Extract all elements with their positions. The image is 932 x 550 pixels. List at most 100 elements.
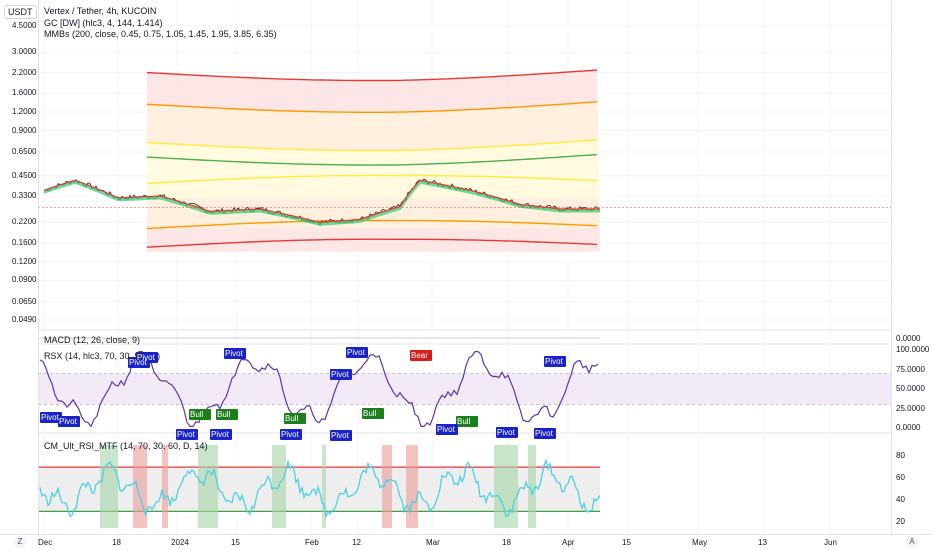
price-tick-label: 1.6000: [12, 88, 37, 98]
cm-highlight-zone: [100, 445, 118, 528]
cm-tick-label: 60: [896, 473, 905, 483]
time-tick-label: Mar: [426, 538, 440, 547]
time-tick-label: 18: [502, 538, 511, 547]
cm-tick-label: 40: [896, 495, 905, 505]
cm-highlight-zone: [528, 445, 536, 528]
rsx-signal-tag: [534, 428, 556, 439]
cm-highlight-zone: [406, 445, 418, 528]
chart-title: Vertex / Tether, 4h, KUCOIN: [44, 6, 157, 16]
price-tick-label: 0.9000: [12, 125, 37, 135]
price-tick-label: 0.0650: [12, 296, 37, 306]
rsx-signal-text: Pivot: [535, 429, 553, 438]
mmbs-indicator-label[interactable]: MMBs (200, close, 0.45, 0.75, 1.05, 1.45…: [44, 29, 277, 39]
macd-tick: 0.0000: [896, 334, 921, 343]
rsx-signal-tag: [280, 429, 302, 440]
cm-highlight-zone: [382, 445, 392, 528]
price-tick-label: 0.4500: [12, 170, 37, 180]
price-tick-label: 4.5000: [12, 21, 37, 30]
gc-ribbon-red: [43, 179, 600, 223]
rsx-tick-label: 50.0000: [896, 384, 925, 393]
rsx-signal-text: Pivot: [225, 349, 243, 358]
mmb-band-line: [146, 101, 598, 113]
price-tick-label: 3.0000: [12, 47, 37, 57]
symbol-badge[interactable]: USDT: [4, 5, 37, 19]
rsx-signal-tag: [210, 429, 232, 440]
rsx-signal-text: Pivot: [59, 417, 77, 426]
price-tick-label: 0.1600: [12, 238, 37, 248]
rsx-signal-text: Pivot: [331, 370, 349, 379]
time-tick-label: Jun: [824, 538, 837, 547]
rsx-signal-text: Pivot: [177, 430, 195, 439]
time-tick-label: May: [692, 538, 708, 547]
rsx-zone-fill: [38, 373, 892, 405]
rsx-signal-text: Pivot: [129, 358, 147, 367]
rsx-signal-tag: [456, 416, 478, 427]
time-tick-label: 12: [352, 538, 361, 547]
rsx-signal-tag: [496, 427, 518, 438]
mmb-band-line: [146, 139, 598, 152]
corner-left[interactable]: Z: [14, 536, 26, 548]
cm-tick-label: 80: [896, 451, 905, 461]
time-tick-label: 18: [112, 538, 121, 547]
price-tick-label: 0.6500: [12, 146, 37, 156]
time-tick-label: 15: [231, 538, 240, 547]
cm-highlight-zone: [198, 445, 218, 528]
cm-rsi-label[interactable]: CM_Ult_RSI_MTF (14, 70, 30, 60, D, 14): [44, 441, 208, 451]
rsx-tick-label: 0.0000: [896, 423, 921, 432]
price-tick-label: 0.0490: [12, 315, 37, 324]
macd-label[interactable]: MACD (12, 26, close, 9): [44, 335, 141, 345]
rsx-signal-text: Pivot: [347, 348, 365, 357]
time-tick-label: 13: [758, 538, 767, 547]
rsx-signal-tag: [544, 356, 566, 367]
cm-highlight-zone: [133, 445, 147, 528]
gc-indicator-label[interactable]: GC [DW] (hlc3, 4, 144, 1.414): [44, 18, 163, 28]
rsx-signal-text: Bull: [457, 417, 471, 426]
cm-tick-label: 20: [896, 517, 905, 527]
rsx-signal-text: Pivot: [437, 425, 455, 434]
time-tick-label: Apr: [562, 538, 575, 547]
cm-rsi-line: [39, 458, 601, 519]
rsx-signal-tag: [189, 409, 211, 420]
price-tick-label: 2.2000: [12, 67, 37, 77]
price-axis[interactable]: [891, 0, 932, 535]
rsx-signal-tag: [362, 408, 384, 419]
rsx-signal-text: Pivot: [497, 428, 515, 437]
rsx-tick-label: 100.0000: [896, 345, 930, 354]
rsx-tick-label: 75.0000: [896, 364, 925, 374]
rsx-signal-tag: [216, 409, 238, 420]
price-tick-label: 0.1200: [12, 256, 37, 266]
rsx-signal-text: Pivot: [281, 430, 299, 439]
rsx-signal-tag: [224, 348, 246, 359]
time-axis[interactable]: [0, 534, 932, 550]
band-fill-inner: [147, 140, 600, 198]
mmb-band-line: [146, 69, 598, 82]
rsx-signal-tag: [58, 416, 80, 427]
rsx-signal-text: Bull: [285, 414, 299, 423]
rsx-signal-text: Pivot: [545, 357, 563, 366]
current-price-countdown: 43:05: [10, 212, 31, 222]
rsx-signal-tag: [128, 357, 150, 368]
corner-right[interactable]: A: [906, 536, 918, 548]
rsx-signal-tag: [284, 413, 306, 424]
price-tick-label: 1.2000: [12, 106, 37, 116]
mmb-band-line: [146, 174, 598, 185]
rsx-signal-text: Bull: [190, 410, 204, 419]
rsx-signal-tag: [330, 430, 352, 441]
price-tick-label: 0.0900: [12, 275, 37, 285]
time-tick-label: Feb: [305, 538, 319, 547]
time-tick-label: 15: [622, 538, 631, 547]
rsx-signal-tag: [330, 369, 352, 380]
rsx-signal-text: Pivot: [211, 430, 229, 439]
cm-highlight-zone: [162, 445, 168, 528]
rsx-signal-text: Bull: [363, 409, 377, 418]
rsx-label[interactable]: RSX (14, hlc3, 70, 30, 90, ...): [44, 351, 161, 361]
rsx-signal-text: Pivot: [331, 431, 349, 440]
gc-ribbon-green: [43, 180, 600, 226]
current-price-value: 0.2768: [8, 202, 33, 212]
time-tick-label: Dec: [38, 538, 53, 547]
rsx-tick-label: 25.0000: [896, 403, 925, 413]
mmb-band-line: [146, 153, 598, 166]
rsx-signal-tag: [436, 424, 458, 435]
rsx-signal-text: Bull: [217, 410, 231, 419]
